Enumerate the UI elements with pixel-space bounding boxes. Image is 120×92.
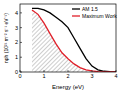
x-tick: [44, 70, 45, 72]
legend-label: Maximum Work: [82, 13, 117, 19]
legend-swatch: [72, 8, 80, 9]
x-axis-label: Energy (eV): [52, 84, 84, 90]
y-axis-label: nph (10²¹ m⁻² s⁻¹ eV⁻¹): [3, 13, 9, 63]
y-tick: [20, 42, 22, 43]
y-tick-label: 3: [15, 25, 18, 31]
y-tick: [20, 72, 22, 73]
y-tick-label: 0: [15, 69, 18, 75]
x-tick: [68, 70, 69, 72]
x-tick: [92, 70, 93, 72]
y-tick-label: 1: [15, 54, 18, 60]
legend: AM 1.5Maximum Work: [72, 6, 117, 19]
legend-swatch: [72, 15, 80, 16]
y-tick: [20, 27, 22, 28]
x-tick-label: 4: [114, 73, 117, 79]
y-tick-label: 4: [15, 10, 18, 16]
x-tick-label: 0: [18, 73, 21, 79]
x-tick: [116, 70, 117, 72]
x-tick-label: 2: [66, 73, 69, 79]
x-tick-label: 1: [42, 73, 45, 79]
chart: 0 1 2 3 4 0 1 2 3 4 Energy (eV) nph (10²¹ m⁻² s⁻¹ e…: [0, 0, 120, 92]
legend-label: AM 1.5: [82, 6, 98, 12]
x-tick-label: 3: [90, 73, 93, 79]
series-line: [32, 10, 116, 72]
area-fill: [32, 10, 116, 72]
y-tick: [20, 57, 22, 58]
y-tick-label: 2: [15, 39, 18, 45]
y-tick: [20, 12, 22, 13]
